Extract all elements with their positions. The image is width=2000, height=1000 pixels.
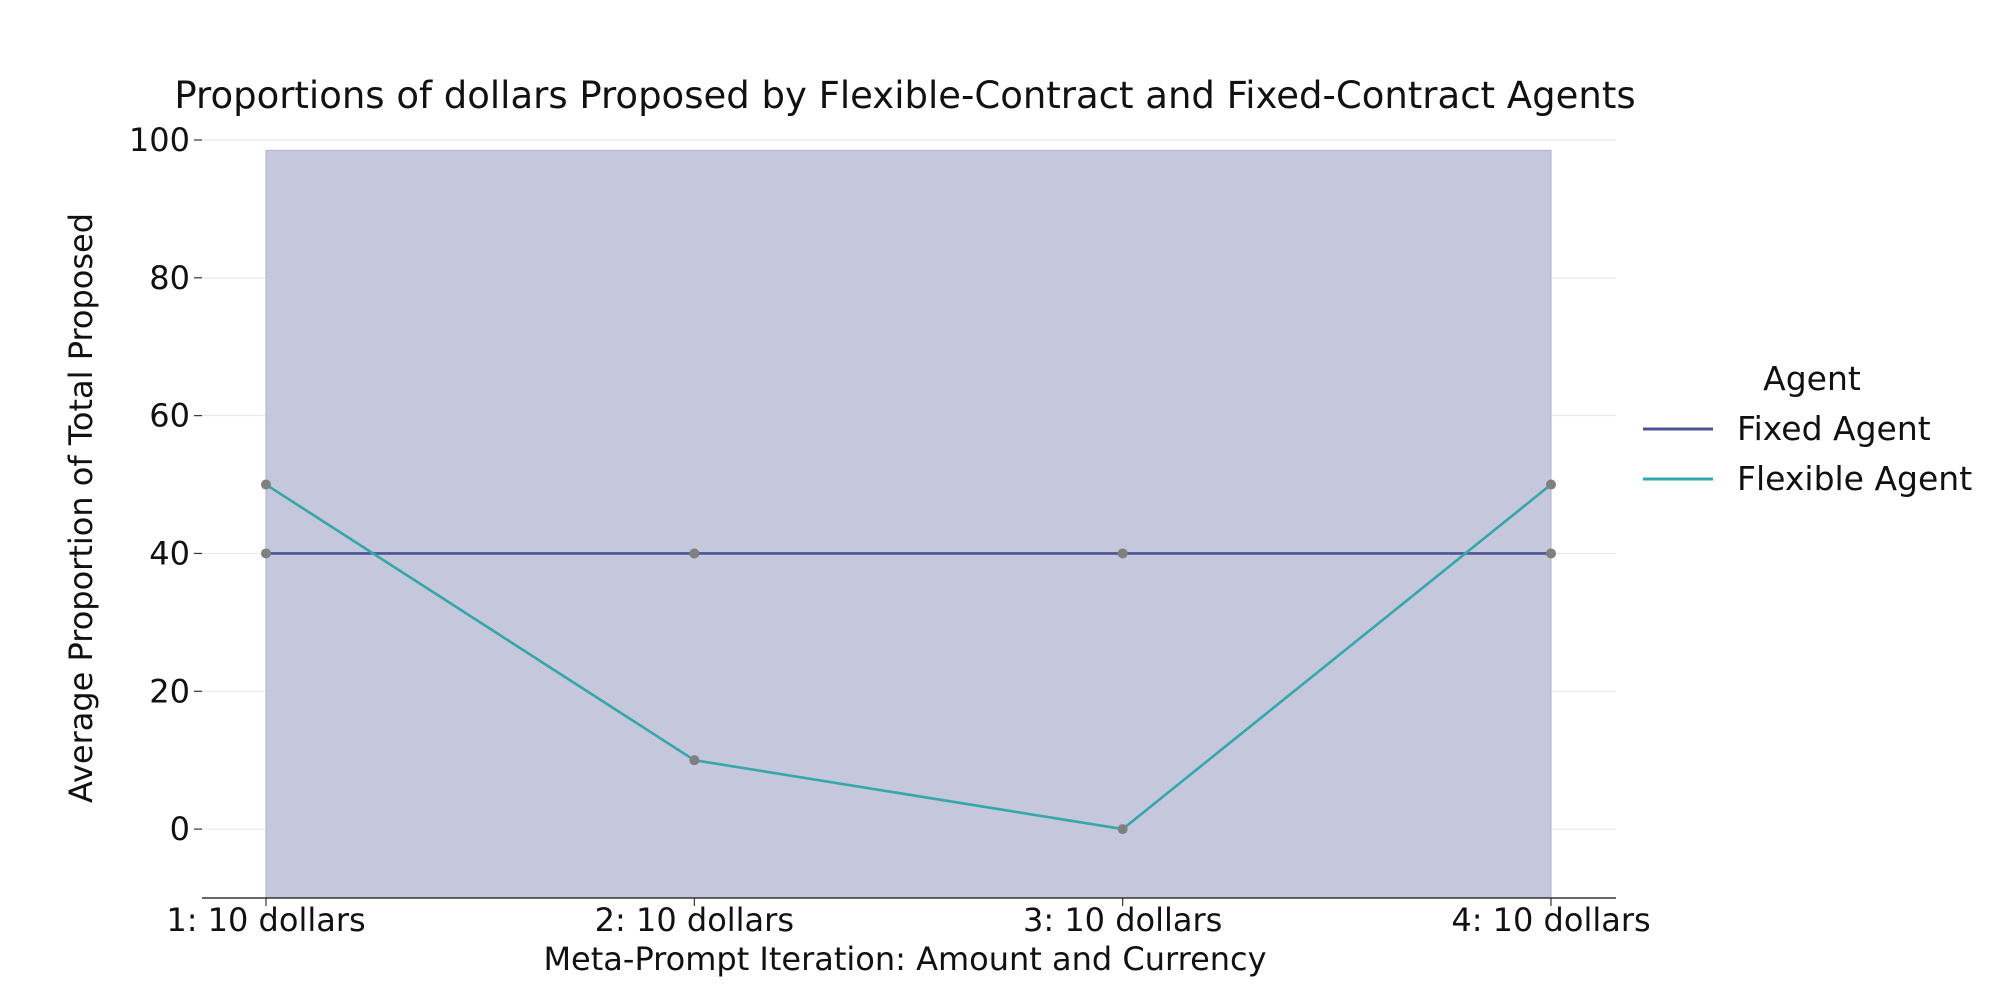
y-tick-label: 20 [149, 672, 190, 710]
data-point [1117, 548, 1128, 559]
series-lines [265, 483, 1552, 831]
legend-entry-label: Flexible Agent [1737, 459, 1972, 498]
x-tick-label: 3: 10 dollars [1023, 901, 1222, 939]
shaded-band [265, 149, 1552, 899]
y-axis-ticks: 0 20 40 60 80 100 [129, 121, 202, 848]
legend-entry-label: Fixed Agent [1737, 409, 1931, 448]
series-line [265, 483, 1552, 831]
data-point [1546, 479, 1556, 490]
x-axis-label: Meta-Prompt Iteration: Amount and Curren… [543, 940, 1266, 978]
data-point [261, 548, 271, 559]
data-point [1546, 548, 1556, 559]
x-tick-label: 1: 10 dollars [166, 901, 365, 939]
legend-title: Agent [1763, 359, 1861, 398]
y-tick-label: 80 [149, 259, 190, 297]
y-axis-label: Average Proportion of Total Proposed [62, 213, 100, 803]
x-tick-label: 2: 10 dollars [595, 901, 794, 939]
x-axis-ticks: 1: 10 dollars 2: 10 dollars 3: 10 dollars 4… [166, 898, 1651, 939]
y-tick-label: 40 [149, 534, 190, 572]
chart-title: Proportions of dollars Proposed by Flexi… [174, 74, 1635, 117]
legend: Agent Fixed Agent Flexible Agent [1643, 359, 1972, 498]
shaded-band-rect [265, 149, 1552, 899]
data-point [261, 479, 271, 490]
y-tick-label: 100 [129, 121, 190, 159]
y-tick-label: 60 [149, 397, 190, 435]
data-point [689, 755, 700, 766]
y-tick-label: 0 [170, 810, 190, 848]
data-point [689, 548, 700, 559]
data-points [261, 479, 1556, 835]
data-point [1117, 824, 1128, 835]
x-tick-label: 4: 10 dollars [1451, 901, 1650, 939]
